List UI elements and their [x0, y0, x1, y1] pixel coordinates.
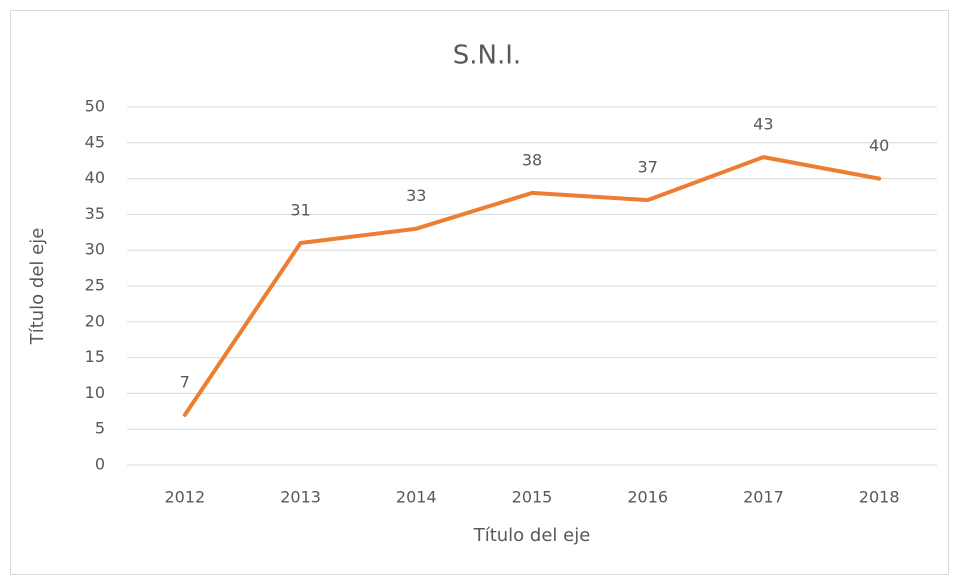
y-tick-label: 0	[95, 455, 105, 474]
chart-border	[10, 10, 949, 575]
y-tick-label: 50	[85, 97, 105, 116]
x-tick-label: 2015	[512, 488, 553, 507]
data-label: 43	[753, 115, 773, 134]
chart-title: S.N.I.	[453, 41, 521, 71]
y-tick-label: 5	[95, 419, 105, 438]
x-tick-label: 2014	[396, 488, 437, 507]
y-tick-label: 10	[85, 383, 105, 402]
data-label: 33	[406, 186, 426, 205]
y-tick-label: 20	[85, 311, 105, 330]
y-tick-label: 25	[85, 276, 105, 295]
x-tick-label: 2012	[164, 488, 205, 507]
y-tick-label: 15	[85, 347, 105, 366]
data-label: 7	[180, 372, 190, 391]
data-label: 31	[290, 201, 310, 220]
x-axis-title: Título del eje	[473, 525, 591, 546]
x-tick-label: 2016	[627, 488, 668, 507]
data-label: 37	[638, 158, 658, 177]
y-axis-title: Título del eje	[27, 228, 48, 346]
y-tick-label: 35	[85, 204, 105, 223]
y-tick-label: 30	[85, 240, 105, 259]
y-tick-label: 45	[85, 132, 105, 151]
data-label: 38	[522, 150, 542, 169]
data-label: 40	[869, 136, 889, 155]
data-line	[182, 155, 882, 417]
x-tick-label: 2017	[743, 488, 784, 507]
x-tick-label: 2018	[859, 488, 900, 507]
x-tick-label: 2013	[280, 488, 321, 507]
y-tick-label: 40	[85, 168, 105, 187]
